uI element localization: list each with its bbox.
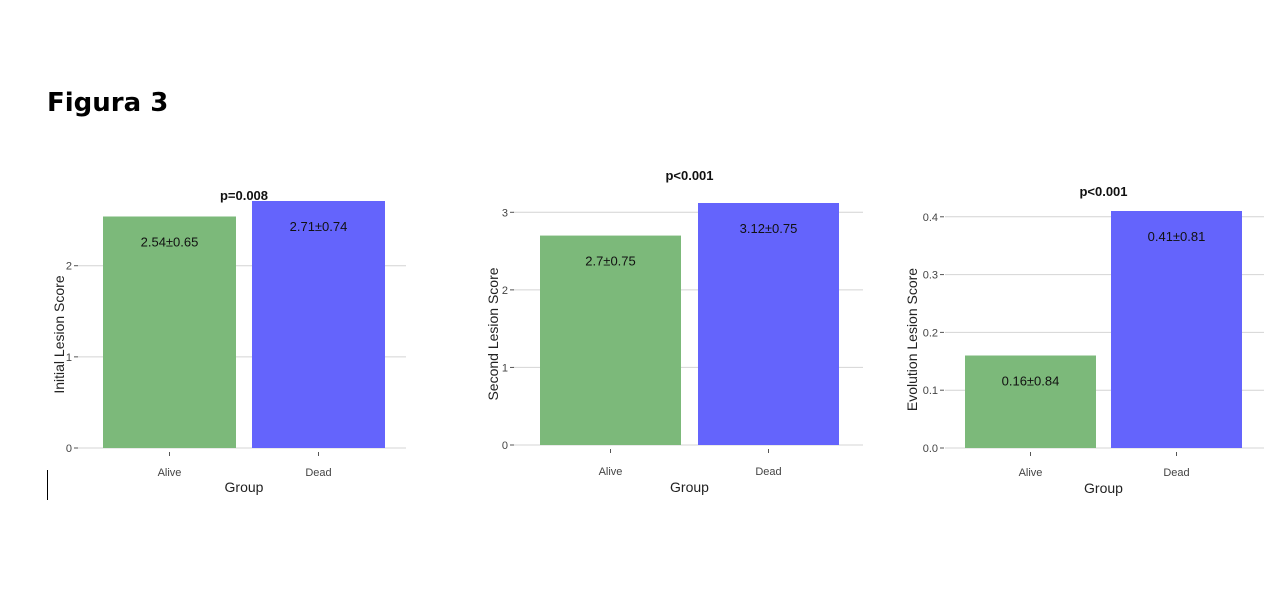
x-tick-label: Alive [158,467,182,479]
y-tick-label: 2 [66,261,72,273]
p-value-annotation: p<0.001 [1079,184,1127,199]
x-tick-label: Dead [755,466,781,478]
y-tick-label: 2 [502,285,508,297]
y-axis-title: Second Lesion Score [485,267,501,400]
figure-title: Figura 3 [47,88,169,118]
bar-value-label: 2.71±0.74 [290,219,348,234]
x-axis-title: Group [225,479,264,495]
y-axis-title: Evolution Lesion Score [904,268,920,411]
y-tick-label: 1 [66,352,72,364]
bar-value-label: 2.54±0.65 [141,234,199,249]
bar-dead [698,203,839,445]
x-axis-title: Group [670,479,709,495]
y-tick-label: 0.0 [923,443,938,455]
y-axis-title: Initial Lesion Score [51,275,67,394]
y-tick-label: 0 [66,443,72,455]
bar-alive [540,235,681,445]
bar-dead [1111,211,1242,448]
x-tick-label: Alive [599,466,623,478]
bar-alive [103,216,236,448]
bar-value-label: 2.7±0.75 [585,254,636,269]
x-tick-label: Alive [1019,467,1043,479]
y-tick-label: 0 [502,440,508,452]
bar-dead [252,201,385,448]
bar-alive [965,355,1096,448]
x-tick-label: Dead [305,467,331,479]
bar-value-label: 0.41±0.81 [1148,229,1206,244]
bar-value-label: 3.12±0.75 [740,221,798,236]
x-axis-title: Group [1084,480,1123,496]
y-tick-label: 3 [502,207,508,219]
y-tick-label: 0.2 [923,327,938,339]
x-tick-label: Dead [1163,467,1189,479]
y-tick-label: 0.1 [923,385,938,397]
y-tick-label: 0.4 [923,212,938,224]
y-tick-label: 1 [502,362,508,374]
text-cursor [47,470,48,500]
y-tick-label: 0.3 [923,270,938,282]
p-value-annotation: p<0.001 [665,168,713,183]
p-value-annotation: p=0.008 [220,188,268,203]
bar-value-label: 0.16±0.84 [1002,374,1060,389]
